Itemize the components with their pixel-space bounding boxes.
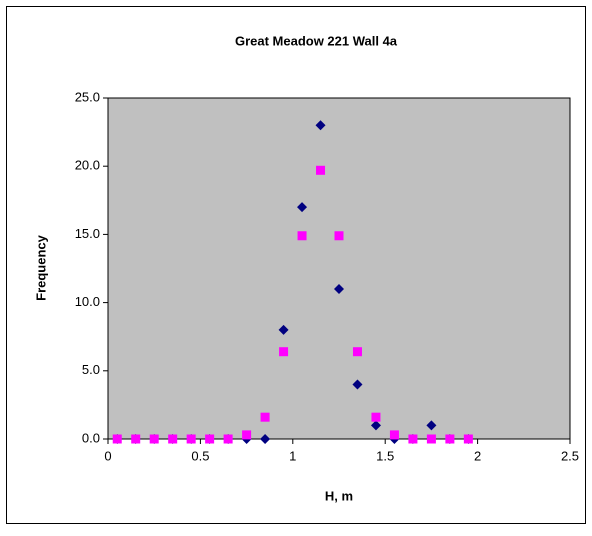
y-tick-label: 25.0 xyxy=(75,89,100,104)
x-tick-label: 2.5 xyxy=(561,448,579,463)
square-point xyxy=(260,412,270,422)
x-axis-title: H, m xyxy=(325,488,353,503)
square-point xyxy=(408,434,418,444)
square-point xyxy=(297,231,307,241)
square-point xyxy=(445,434,455,444)
square-point xyxy=(242,430,252,440)
x-tick-label: 0.5 xyxy=(191,448,209,463)
square-point xyxy=(223,434,233,444)
x-tick-label: 2 xyxy=(474,448,481,463)
diamond-point xyxy=(334,283,344,294)
square-point xyxy=(316,165,326,175)
square-point xyxy=(463,434,473,444)
square-point xyxy=(352,347,362,357)
diamond-point xyxy=(352,379,363,390)
square-point xyxy=(112,434,122,444)
y-tick-label: 5.0 xyxy=(82,362,100,377)
y-tick-label: 20.0 xyxy=(75,158,100,173)
diamond-point xyxy=(278,324,289,335)
square-point xyxy=(426,434,436,444)
y-tick-label: 15.0 xyxy=(75,226,100,241)
square-point xyxy=(205,434,215,444)
diamond-point xyxy=(370,420,381,431)
square-point xyxy=(334,231,344,241)
diamond-point xyxy=(260,434,271,444)
square-point xyxy=(149,434,159,444)
square-point xyxy=(279,347,289,357)
x-tick-label: 0 xyxy=(104,448,111,463)
square-point xyxy=(186,434,196,444)
diamond-point xyxy=(297,202,308,213)
x-tick-label: 1 xyxy=(289,448,296,463)
y-tick-label: 10.0 xyxy=(75,294,100,309)
square-point xyxy=(389,430,399,440)
square-point xyxy=(168,434,178,444)
square-point xyxy=(371,412,381,422)
y-tick-label: 0.0 xyxy=(82,430,100,445)
x-tick-label: 1.5 xyxy=(376,448,394,463)
chart-title: Great Meadow 221 Wall 4a xyxy=(235,33,398,48)
plot-area xyxy=(107,97,571,440)
diamond-point xyxy=(315,120,326,131)
square-point xyxy=(131,434,141,444)
y-axis-title: Frequency xyxy=(33,234,48,301)
diamond-point xyxy=(426,420,437,431)
